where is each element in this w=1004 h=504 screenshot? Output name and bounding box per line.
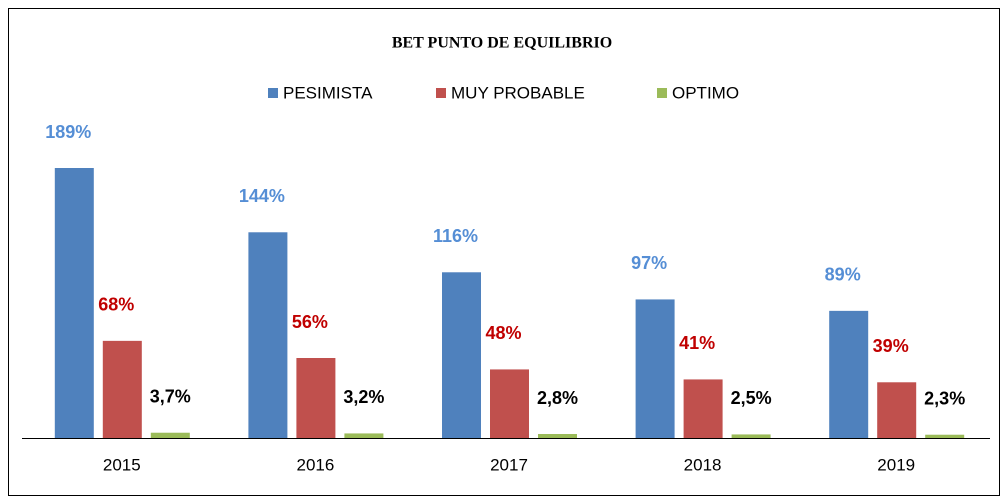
bar: [635, 299, 675, 438]
data-label: 3,7%: [150, 386, 191, 406]
legend-label: MUY PROBABLE: [451, 83, 585, 102]
data-label: 41%: [679, 333, 715, 353]
bar: [102, 340, 142, 438]
bar: [683, 379, 723, 438]
data-label: 3,2%: [343, 387, 384, 407]
data-label: 2,8%: [537, 388, 578, 408]
legend-swatch: [268, 88, 278, 98]
data-label: 189%: [45, 122, 91, 142]
x-tick-label: 2016: [296, 455, 334, 474]
data-label: 56%: [292, 312, 328, 332]
x-tick-label: 2017: [490, 455, 528, 474]
data-label: 48%: [485, 323, 521, 343]
legend-label: OPTIMO: [672, 83, 739, 102]
bar: [829, 310, 869, 438]
bar: [54, 168, 94, 438]
bar: [925, 434, 965, 438]
bar: [296, 358, 336, 438]
data-label: 116%: [433, 226, 478, 246]
bar: [344, 433, 384, 438]
data-label: 68%: [98, 295, 134, 315]
bar: [877, 382, 917, 438]
bar: [538, 434, 577, 438]
chart-title: BET PUNTO DE EQUILIBRIO: [392, 35, 612, 52]
legend-swatch: [436, 88, 446, 98]
bar: [490, 369, 529, 438]
legend-label: PESIMISTA: [283, 83, 373, 102]
data-label: 2,3%: [924, 388, 965, 408]
data-label: 89%: [825, 265, 861, 285]
bar: [442, 272, 481, 438]
bar: [248, 232, 288, 438]
bar: [731, 434, 771, 438]
x-tick-label: 2018: [684, 455, 722, 474]
data-label: 2,5%: [731, 388, 772, 408]
data-label: 144%: [239, 186, 285, 206]
data-label: 39%: [873, 336, 909, 356]
x-tick-label: 2019: [877, 455, 915, 474]
x-tick-label: 2015: [103, 455, 141, 474]
data-label: 97%: [631, 253, 667, 273]
legend-swatch: [657, 88, 667, 98]
bar: [150, 432, 190, 438]
